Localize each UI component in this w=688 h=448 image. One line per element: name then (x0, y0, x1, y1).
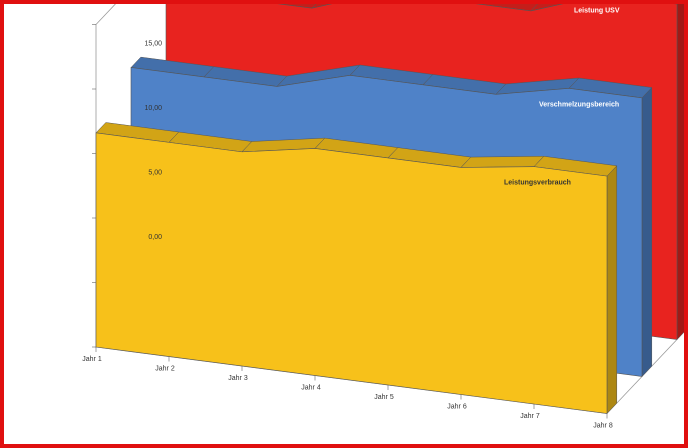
x-tick-label: Jahr 1 (82, 356, 102, 363)
x-tick-label: Jahr 6 (447, 404, 467, 411)
series-front-face (95, 132, 608, 414)
y-tick-label: 5,00 (148, 170, 162, 177)
area-chart-3d: Leistung USV Verschmelzungsbereich Leistun… (82, 4, 684, 430)
x-tick-label: Jahr 5 (374, 394, 394, 401)
series-label: Verschmelzungsbereich (539, 101, 619, 108)
series-side-face (641, 86, 653, 378)
y-tick-label: 15,00 (144, 41, 162, 48)
series-side-face (606, 165, 618, 415)
series-layer: Leistung USV Verschmelzungsbereich Leistun… (95, 4, 684, 415)
series-top-segment (460, 156, 545, 168)
x-tick-label: Jahr 4 (301, 385, 321, 392)
series-top-segment (530, 4, 564, 12)
y-tick-label: 10,00 (144, 105, 162, 112)
y-tick-label: 0,00 (148, 234, 162, 241)
x-tick-label: Jahr 7 (520, 413, 540, 420)
series-label: Leistungsverbrauch (504, 180, 571, 187)
x-tick-label: Jahr 3 (228, 375, 248, 382)
series-side-face (676, 4, 684, 341)
series-leistungsverbrauch: Leistungsverbrauch (95, 122, 618, 415)
x-tick-label: Jahr 8 (593, 423, 613, 430)
series-label: Leistung USV (574, 8, 620, 15)
x-tick-label: Jahr 2 (155, 366, 175, 373)
